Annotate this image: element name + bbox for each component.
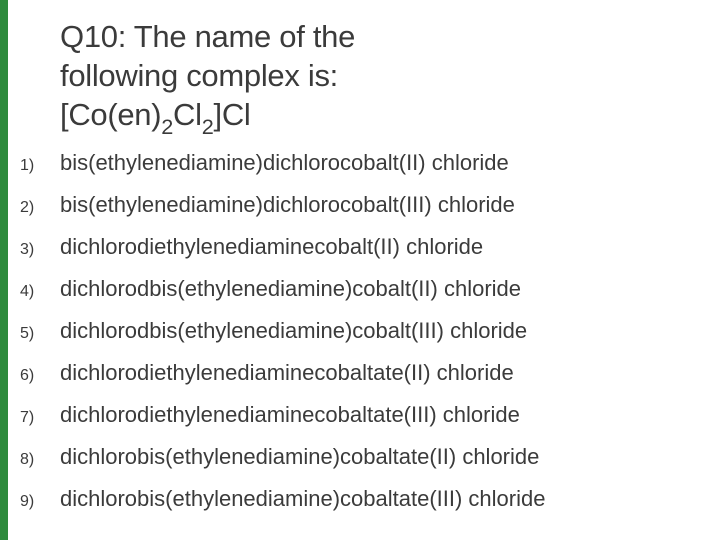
option-number: 1) [20,158,60,174]
option-text: dichlorobis(ethylenediamine)cobaltate(II… [60,446,700,468]
formula-sub-1: 2 [161,114,173,139]
slide-content: Q10: The name of the following complex i… [0,0,720,530]
formula-prefix: [Co(en) [60,97,161,132]
option-4: 4) dichlorodbis(ethylenediamine)cobalt(I… [20,278,700,300]
option-text: dichlorodbis(ethylenediamine)cobalt(III)… [60,320,700,342]
option-7: 7) dichlorodiethylenediaminecobaltate(II… [20,404,700,426]
option-number: 4) [20,284,60,300]
option-text: dichlorodbis(ethylenediamine)cobalt(II) … [60,278,700,300]
option-6: 6) dichlorodiethylenediaminecobaltate(II… [20,362,700,384]
options-list: 1) bis(ethylenediamine)dichlorocobalt(II… [20,152,700,530]
option-text: bis(ethylenediamine)dichlorocobalt(III) … [60,194,700,216]
option-number: 2) [20,200,60,216]
formula-mid: Cl [173,97,202,132]
title-line-1: Q10: The name of the [60,19,355,54]
option-number: 5) [20,326,60,342]
option-number: 7) [20,410,60,426]
option-number: 6) [20,368,60,384]
formula-sub-2: 2 [202,114,214,139]
option-text: dichlorodiethylenediaminecobaltate(III) … [60,404,700,426]
option-3: 3) dichlorodiethylenediaminecobalt(II) c… [20,236,700,258]
formula-suffix: ]Cl [214,97,251,132]
formula: [Co(en)2Cl2]Cl [60,97,251,132]
option-number: 9) [20,494,60,510]
option-number: 8) [20,452,60,468]
option-8: 8) dichlorobis(ethylenediamine)cobaltate… [20,446,700,468]
option-text: dichlorobis(ethylenediamine)cobaltate(II… [60,488,700,510]
option-text: dichlorodiethylenediaminecobaltate(II) c… [60,362,700,384]
option-2: 2) bis(ethylenediamine)dichlorocobalt(II… [20,194,700,216]
option-number: 3) [20,242,60,258]
option-1: 1) bis(ethylenediamine)dichlorocobalt(II… [20,152,700,174]
title-line-2: following complex is: [60,58,338,93]
question-title: Q10: The name of the following complex i… [60,18,700,138]
option-9: 9) dichlorobis(ethylenediamine)cobaltate… [20,488,700,510]
option-5: 5) dichlorodbis(ethylenediamine)cobalt(I… [20,320,700,342]
option-text: dichlorodiethylenediaminecobalt(II) chlo… [60,236,700,258]
option-text: bis(ethylenediamine)dichlorocobalt(II) c… [60,152,700,174]
